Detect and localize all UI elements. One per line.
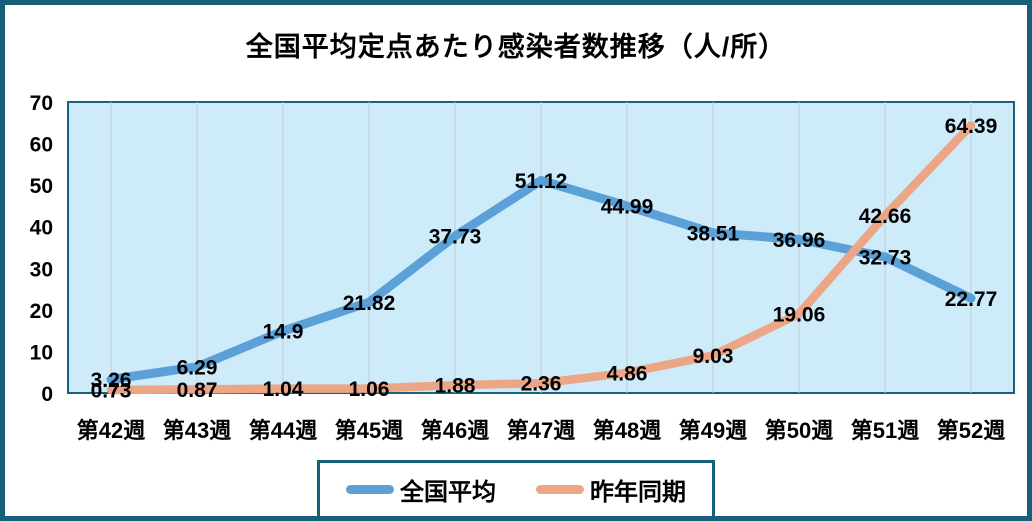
x-axis-label: 第52週: [937, 418, 1005, 443]
x-axis-label: 第43週: [163, 418, 231, 443]
data-label-series-1: 0.73: [91, 379, 132, 402]
data-label-series-1: 9.03: [693, 345, 734, 368]
x-axis-label: 第42週: [77, 418, 145, 443]
series-line-1: [106, 121, 976, 395]
chart-legend: 全国平均 昨年同期: [317, 460, 715, 516]
legend-label: 昨年同期: [590, 479, 686, 506]
legend-item-national-average: 全国平均: [346, 472, 496, 507]
x-axis-label: 第45週: [335, 418, 403, 443]
y-axis-tick-label: 50: [30, 175, 53, 198]
data-label-series-1: 0.87: [177, 379, 218, 402]
data-label-series-1: 19.06: [773, 303, 826, 326]
data-label-series-0: 38.51: [687, 222, 740, 245]
y-axis-tick-label: 40: [30, 217, 53, 240]
legend-label: 全国平均: [400, 479, 496, 506]
y-axis-tick-label: 20: [30, 300, 53, 323]
data-label-series-1: 1.06: [349, 378, 390, 401]
x-axis-label: 第44週: [249, 418, 317, 443]
x-axis-label: 第48週: [593, 418, 661, 443]
data-label-series-1: 2.36: [521, 373, 562, 396]
x-axis-label: 第50週: [765, 418, 833, 443]
data-label-series-0: 36.96: [773, 229, 826, 252]
x-axis-label: 第46週: [421, 418, 489, 443]
data-label-series-1: 42.66: [859, 205, 912, 228]
data-label-series-0: 51.12: [515, 170, 568, 193]
data-label-series-0: 22.77: [945, 288, 998, 311]
y-axis-tick-label: 30: [30, 258, 53, 281]
y-axis-tick-label: 10: [30, 341, 53, 364]
data-label-series-1: 4.86: [607, 362, 648, 385]
line-chart-canvas: 0 10 20 30 40 50 60 70 3.26 6.29 14.9 21.82 37.73 51.…: [30, 92, 1015, 443]
x-axis-label: 第51週: [851, 418, 919, 443]
data-label-series-0: 32.73: [859, 246, 912, 269]
y-axis-tick-label: 0: [41, 383, 53, 406]
x-axis-label: 第49週: [679, 418, 747, 443]
legend-line-swatch-last-year: [536, 485, 584, 494]
data-label-series-1: 64.39: [945, 115, 998, 138]
data-label-series-0: 3.26: [91, 369, 132, 392]
data-label-series-0: 14.9: [263, 321, 304, 344]
data-label-series-0: 37.73: [429, 226, 482, 249]
y-axis-tick-label: 60: [30, 134, 53, 157]
data-label-series-0: 44.99: [601, 195, 654, 218]
data-label-series-0: 21.82: [343, 292, 396, 315]
x-axis-label: 第47週: [507, 418, 575, 443]
series-line-0: [106, 175, 976, 384]
legend-line-swatch-national-average: [346, 485, 394, 494]
data-label-series-0: 6.29: [177, 356, 218, 379]
data-label-series-1: 1.88: [435, 375, 476, 398]
legend-item-last-year: 昨年同期: [536, 472, 686, 507]
y-axis-tick-label: 70: [30, 92, 53, 115]
chart-title: 全国平均定点あたり感染者数推移（人/所）: [245, 32, 787, 62]
data-label-series-1: 1.04: [263, 378, 304, 401]
